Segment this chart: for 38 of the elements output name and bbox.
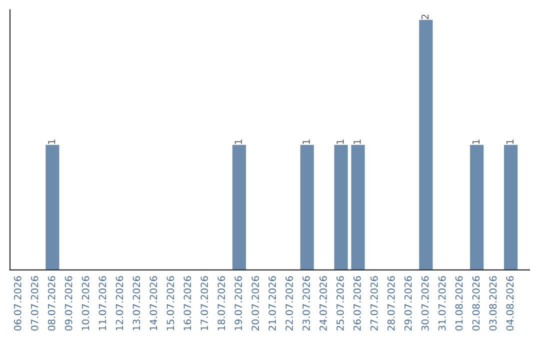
data-label: 1 (472, 140, 480, 144)
x-tick-label: 21.07.2026 (268, 276, 276, 330)
data-label: 1 (234, 140, 242, 144)
x-tick-label: 11.07.2026 (98, 276, 106, 330)
x-tick-label: 25.07.2026 (336, 276, 344, 330)
x-tick-label: 18.07.2026 (218, 276, 226, 330)
x-tick-label: 06.07.2026 (14, 276, 22, 331)
x-tick-label: 23.07.2026 (302, 276, 310, 330)
x-tick-label: 09.07.2026 (64, 276, 72, 331)
data-label: 1 (506, 140, 514, 144)
x-tick-label: 22.07.2026 (286, 276, 293, 330)
x-tick-label: 07.07.2026 (30, 276, 38, 331)
x-tick-label: 12.07.2026 (116, 276, 124, 330)
x-tick-label: 02.08.2026 (472, 276, 480, 331)
x-tick-label: 01.08.2026 (455, 276, 463, 331)
x-tick-label: 13.07.2026 (132, 276, 140, 330)
x-tick-label: 27.07.2026 (370, 276, 378, 330)
x-tick-label: 10.07.2026 (82, 276, 90, 330)
x-tick-label: 04.08.2026 (506, 276, 514, 331)
x-tick-label: 29.07.2026 (404, 276, 412, 330)
x-tick-label: 08.07.2026 (48, 276, 56, 331)
x-tick-label: 26.07.2026 (353, 276, 361, 330)
data-label: 1 (336, 140, 344, 144)
x-tick-label: 17.07.2026 (200, 276, 208, 330)
x-tick-label: 14.07.2026 (150, 276, 158, 330)
data-label: 1 (48, 140, 56, 144)
data-label: 1 (302, 140, 310, 144)
x-tick-label: 15.07.2026 (166, 276, 174, 330)
data-label: 2 (421, 14, 429, 20)
x-tick-label: 31.07.2026 (438, 276, 446, 330)
x-tick-label: 20.07.2026 (252, 276, 259, 330)
x-tick-label: 28.07.2026 (387, 276, 395, 330)
x-tick-label: 30.07.2026 (421, 276, 429, 330)
x-tick-label: 16.07.2026 (184, 276, 192, 330)
x-tick-label: 19.07.2026 (234, 276, 242, 330)
x-tick-label: 24.07.2026 (320, 276, 327, 330)
data-label: 1 (354, 140, 361, 144)
x-tick-label: 03.08.2026 (489, 276, 497, 331)
